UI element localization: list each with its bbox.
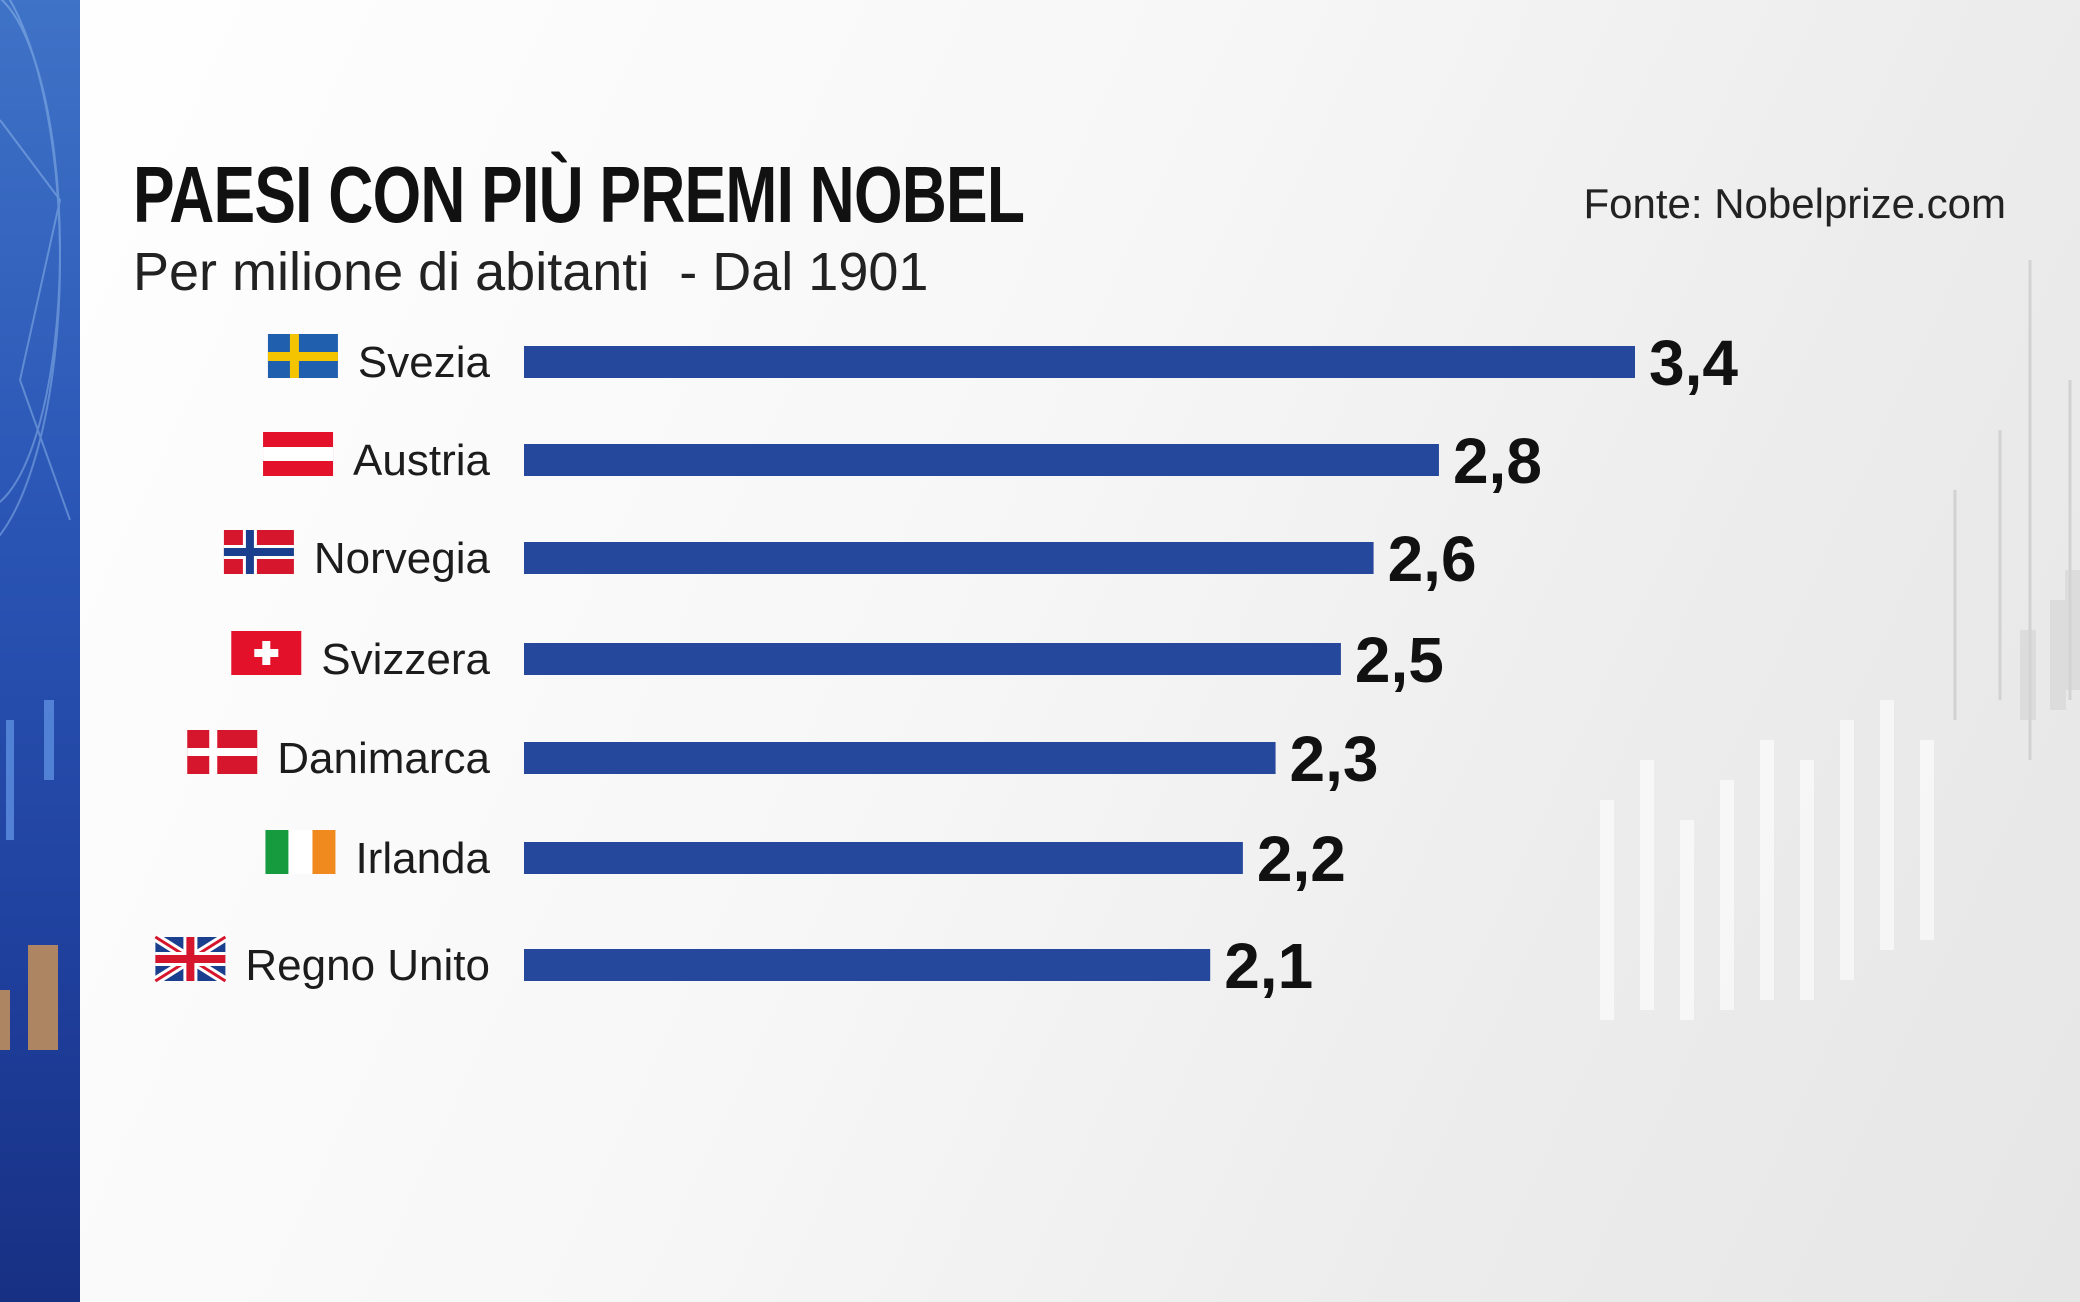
bar-austria xyxy=(524,444,1439,476)
bar-svezia xyxy=(524,346,1635,378)
sweden-flag xyxy=(267,334,338,378)
ireland-flag xyxy=(265,830,336,874)
denmark-flag xyxy=(187,730,258,774)
country-label: Svizzera xyxy=(321,635,490,684)
country-label: Norvegia xyxy=(314,534,491,583)
chart-subtitle: Per milione di abitanti - Dal 1901 xyxy=(133,242,929,302)
bar-regno-unito xyxy=(524,949,1211,981)
value-label: 2,1 xyxy=(1224,930,1313,1002)
value-label: 2,6 xyxy=(1388,523,1477,595)
country-label: Danimarca xyxy=(277,734,490,783)
country-label: Austria xyxy=(353,436,490,485)
bar-norvegia xyxy=(524,542,1374,574)
bar-svizzera xyxy=(524,643,1341,675)
bar-irlanda xyxy=(524,842,1243,874)
chart-title: PAESI CON PIÙ PREMI NOBEL xyxy=(133,150,1025,239)
source-note: Fonte: Nobelprize.com xyxy=(1583,180,2006,227)
country-label: Regno Unito xyxy=(245,941,490,990)
uk-flag xyxy=(152,933,228,985)
switzerland-flag xyxy=(231,631,302,675)
norway-flag xyxy=(223,530,294,574)
value-label: 2,5 xyxy=(1355,624,1444,696)
country-label: Svezia xyxy=(358,338,491,387)
austria-flag xyxy=(263,432,334,476)
left-decorative-band xyxy=(0,0,80,1302)
value-label: 3,4 xyxy=(1649,327,1738,399)
value-label: 2,3 xyxy=(1290,723,1379,795)
value-label: 2,2 xyxy=(1257,823,1346,895)
value-label: 2,8 xyxy=(1453,425,1542,497)
bar-danimarca xyxy=(524,742,1276,774)
country-label: Irlanda xyxy=(355,834,490,883)
